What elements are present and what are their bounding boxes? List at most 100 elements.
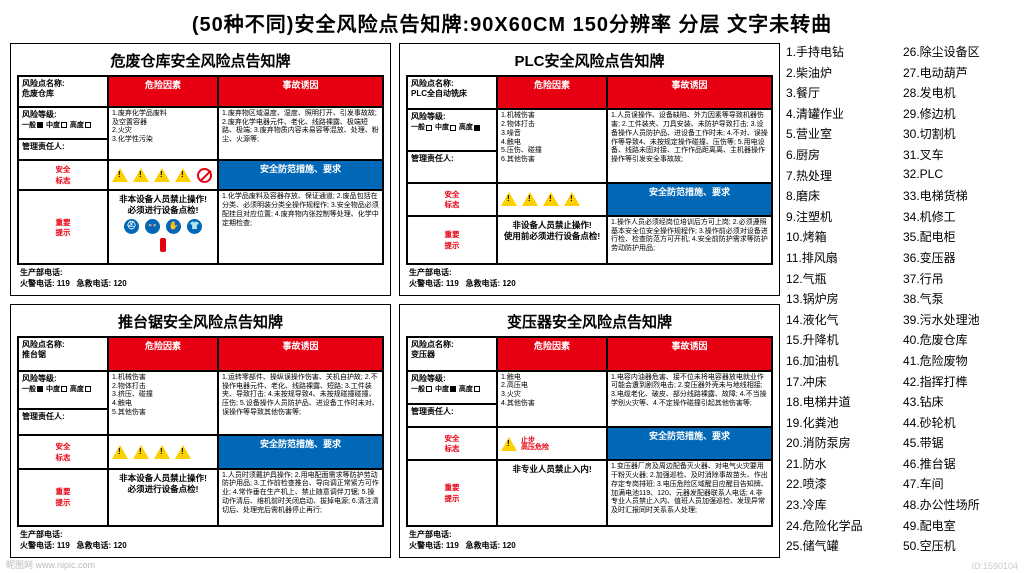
manager-cell: 管理责任人: xyxy=(18,139,108,160)
index-item: 40.危废仓库 xyxy=(903,331,1014,352)
accident-cause-header: 事故诱因 xyxy=(607,76,772,109)
index-item: 30.切割机 xyxy=(903,125,1014,146)
index-item: 8.磨床 xyxy=(786,187,897,208)
card-title: 变压器安全风险点告知牌 xyxy=(406,311,773,332)
measures-header: 安全防范措施、要求 xyxy=(218,435,383,468)
index-item: 2.柴油炉 xyxy=(786,64,897,85)
risk-name-cell: 风险点名称:PLC全自动铣床 xyxy=(407,76,497,109)
safety-sign-label: 安全标志 xyxy=(18,160,108,191)
manager-cell: 管理责任人: xyxy=(407,404,497,427)
risk-factor-header: 危险因素 xyxy=(108,76,218,107)
index-item: 3.餐厅 xyxy=(786,84,897,105)
sign-card: 危废仓库安全风险点告知牌 风险点名称:危废仓库 危险因素 事故诱因 风险等级:一… xyxy=(10,43,391,296)
accident-cause-body: 1.人员误操作、设备缺陷、外力因素等导致机器伤害; 2.工件装夹、刀具安装、未防… xyxy=(607,109,772,182)
card-body: 风险点名称:推台锯 危险因素 事故诱因 风险等级:一般 中度 高度 1.机械伤害… xyxy=(17,336,384,526)
card-body: 风险点名称:PLC全自动铣床 危险因素 事故诱因 风险等级:一般 中度 高度 1… xyxy=(406,75,773,265)
index-item: 22.喷漆 xyxy=(786,475,897,496)
index-item: 50.空压机 xyxy=(903,537,1014,558)
accident-cause-body: 1.运转零部件、操纵误操作伤害、关机自护故; 2.不操作电器元件、老化、线路裸露… xyxy=(218,371,383,436)
index-item: 17.冲床 xyxy=(786,373,897,394)
risk-factor-body: 1.机械伤害2.物体打击3.挤压、碰撞4.触电5.其他伤害 xyxy=(108,371,218,436)
warning-icons xyxy=(108,160,218,191)
measures-header: 安全防范措施、要求 xyxy=(607,183,772,216)
index-item: 16.加油机 xyxy=(786,352,897,373)
measures-body: 1.变压器厂房及周边配备灭火器、对电气火灾要用干粉灭火器; 2.加强巡检、及时消… xyxy=(607,460,772,526)
index-item: 6.厨房 xyxy=(786,146,897,167)
accident-cause-body: 1.电容内油器危害、接不位未将电容器放电就业作可能会遭到剧烈电击; 2.变压器外… xyxy=(607,371,772,428)
measures-body: 1.化学品废料及容器存放、保证通道; 2.废品包括在分类、必须明装分类全操作规程… xyxy=(218,190,383,264)
safety-sign-label: 安全标志 xyxy=(407,427,497,460)
index-item: 46.推台锯 xyxy=(903,455,1014,476)
index-item: 39.污水处理池 xyxy=(903,311,1014,332)
index-item: 27.电动葫芦 xyxy=(903,64,1014,85)
index-item: 33.电梯货梯 xyxy=(903,187,1014,208)
tip-text: 非本设备人员禁止操作!必须进行设备点检! xyxy=(108,469,218,526)
index-item: 36.变压器 xyxy=(903,249,1014,270)
card-footer: 生产部电话:火警电话: 119 急救电话: 120 xyxy=(406,265,773,291)
index-item: 11.排风扇 xyxy=(786,249,897,270)
index-item: 20.消防泵房 xyxy=(786,434,897,455)
index-item: 43.钻床 xyxy=(903,393,1014,414)
card-footer: 生产部电话:火警电话: 119 急救电话: 120 xyxy=(17,265,384,291)
card-title: 推台锯安全风险点告知牌 xyxy=(17,311,384,332)
important-tip-label: 重要提示 xyxy=(18,469,108,526)
manager-cell: 管理责任人: xyxy=(407,151,497,182)
index-item: 10.烤箱 xyxy=(786,228,897,249)
index-item: 49.配电室 xyxy=(903,517,1014,538)
accident-cause-body: 1.废弃物区域温度、湿度、照明打开、引发事故故; 2.废弃化学电器元件、老化、线… xyxy=(218,107,383,160)
warning-icons xyxy=(497,183,607,216)
risk-level-cell: 风险等级:一般 中度 高度 xyxy=(18,371,108,409)
important-tip-label: 重要提示 xyxy=(18,190,108,264)
important-tip-label: 重要提示 xyxy=(407,460,497,526)
index-item: 7.热处理 xyxy=(786,167,897,188)
card-title: 危废仓库安全风险点告知牌 xyxy=(17,50,384,71)
risk-factor-body: 1.机械伤害2.物体打击3.噪音4.触电5.压伤、碰撞6.其他伤害 xyxy=(497,109,607,182)
index-item: 31.叉车 xyxy=(903,146,1014,167)
watermark-left: 昵图网 www.nipic.com xyxy=(6,558,95,571)
index-item: 13.锅炉房 xyxy=(786,290,897,311)
index-item: 29.修边机 xyxy=(903,105,1014,126)
manager-cell: 管理责任人: xyxy=(18,409,108,436)
index-item: 21.防水 xyxy=(786,455,897,476)
measures-header: 安全防范措施、要求 xyxy=(218,160,383,191)
index-item: 18.电梯井道 xyxy=(786,393,897,414)
index-item: 37.行吊 xyxy=(903,270,1014,291)
important-tip-label: 重要提示 xyxy=(407,216,497,264)
safety-sign-label: 安全标志 xyxy=(18,435,108,468)
tip-text: 非设备人员禁止操作!使用前必须进行设备点检! xyxy=(497,216,607,264)
card-body: 风险点名称:变压器 危险因素 事故诱因 风险等级:一般 中度 高度 1.触电2.… xyxy=(406,336,773,526)
risk-name-cell: 风险点名称:变压器 xyxy=(407,337,497,370)
index-item: 26.除尘设备区 xyxy=(903,43,1014,64)
index-item: 15.升降机 xyxy=(786,331,897,352)
risk-factor-header: 危险因素 xyxy=(497,76,607,109)
index-list: 1.手持电钻26.除尘设备区2.柴油炉27.电动葫芦3.餐厅28.发电机4.清罐… xyxy=(786,43,1014,558)
index-item: 32.PLC xyxy=(903,167,1014,188)
risk-name-cell: 风险点名称:推台锯 xyxy=(18,337,108,370)
tip-text: 非专业人员禁止入内! xyxy=(497,460,607,526)
index-item: 23.冷库 xyxy=(786,496,897,517)
card-body: 风险点名称:危废仓库 危险因素 事故诱因 风险等级:一般 中度 高度 1.废弃化… xyxy=(17,75,384,265)
measures-header: 安全防范措施、要求 xyxy=(607,427,772,460)
warning-icons xyxy=(108,435,218,468)
risk-level-cell: 风险等级:一般 中度 高度 xyxy=(18,107,108,139)
risk-level-cell: 风险等级:一般 中度 高度 xyxy=(407,109,497,151)
tip-text: 非本设备人员禁止操作!必须进行设备点检!⛑ 👓 ✋ 👕 xyxy=(108,190,218,264)
index-item: 1.手持电钻 xyxy=(786,43,897,64)
risk-factor-header: 危险因素 xyxy=(108,337,218,370)
measures-body: 1.操作人员必须经岗位培训后方可上岗; 2.必须遵照基本安全位安全操作规程作; … xyxy=(607,216,772,264)
index-item: 14.液化气 xyxy=(786,311,897,332)
sign-card: 推台锯安全风险点告知牌 风险点名称:推台锯 危险因素 事故诱因 风险等级:一般 … xyxy=(10,304,391,557)
risk-factor-body: 1.废弃化学品废料及空置容器2.火灾3.化学性污染 xyxy=(108,107,218,160)
risk-factor-header: 危险因素 xyxy=(497,337,607,370)
index-item: 42.指挥打榫 xyxy=(903,373,1014,394)
accident-cause-header: 事故诱因 xyxy=(607,337,772,370)
index-item: 38.气泵 xyxy=(903,290,1014,311)
sign-card: PLC安全风险点告知牌 风险点名称:PLC全自动铣床 危险因素 事故诱因 风险等… xyxy=(399,43,780,296)
card-footer: 生产部电话:火警电话: 119 急救电话: 120 xyxy=(406,527,773,553)
index-item: 34.机修工 xyxy=(903,208,1014,229)
index-item: 47.车间 xyxy=(903,475,1014,496)
measures-body: 1.人员时须戴护具操作; 2.用电配面需求等防护劳动防护用品; 3.工作前检查推… xyxy=(218,469,383,526)
warning-icons: 止步高压危险 xyxy=(497,427,607,460)
card-footer: 生产部电话:火警电话: 119 急救电话: 120 xyxy=(17,527,384,553)
index-item: 44.砂轮机 xyxy=(903,414,1014,435)
